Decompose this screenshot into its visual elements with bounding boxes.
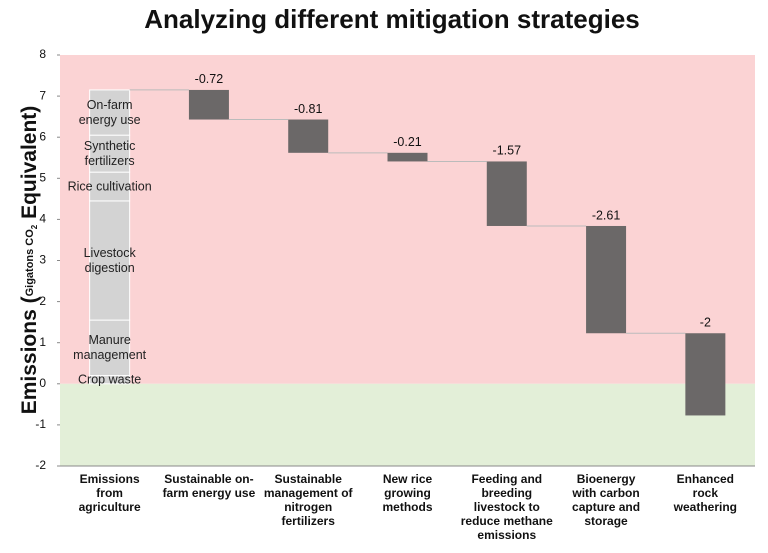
segment-label: Livestock digestion bbox=[83, 245, 136, 275]
y-label-unit: Gigatons CO bbox=[24, 229, 36, 297]
y-tick-label: 6 bbox=[39, 129, 46, 143]
positive-region bbox=[60, 55, 755, 384]
y-tick-label: -1 bbox=[35, 417, 46, 431]
x-tick-label: Bioenergy with carbon capture and storag… bbox=[572, 472, 641, 528]
data-label: -2.61 bbox=[592, 208, 621, 222]
segment-label: Synthetic fertilizers bbox=[83, 138, 136, 168]
total-segment bbox=[89, 89, 131, 136]
y-tick-label: -2 bbox=[35, 458, 46, 472]
data-label: -1.57 bbox=[493, 144, 522, 158]
step-bar bbox=[288, 119, 329, 153]
negative-region bbox=[60, 383, 755, 466]
segment-label: Crop waste bbox=[78, 372, 142, 387]
step-bar bbox=[486, 161, 527, 226]
x-tick-label: Sustainable on- farm energy use bbox=[162, 472, 256, 500]
y-tick-label: 4 bbox=[39, 212, 46, 226]
total-segment bbox=[89, 200, 131, 321]
data-label: -0.72 bbox=[195, 72, 224, 86]
x-tick-label: Feeding and breeding livestock to reduce… bbox=[460, 472, 553, 542]
y-tick-label: 1 bbox=[39, 335, 46, 349]
y-label-main: Emissions ( bbox=[18, 296, 41, 414]
data-label: -0.81 bbox=[294, 102, 323, 116]
segment-label: Rice cultivation bbox=[67, 179, 152, 194]
chart-title: Analyzing different mitigation strategie… bbox=[144, 4, 640, 34]
y-tick-label: 3 bbox=[39, 253, 46, 267]
y-tick-label: 8 bbox=[39, 47, 46, 61]
y-tick-label: 0 bbox=[39, 376, 46, 390]
step-bar bbox=[188, 89, 229, 120]
total-segment bbox=[89, 134, 131, 173]
y-axis-label: Emissions (Gigatons CO2 Equivalent) bbox=[18, 106, 41, 415]
y-label-sub: 2 bbox=[30, 224, 39, 229]
x-tick-label: Sustainable management of nitrogen ferti… bbox=[263, 472, 353, 528]
step-bar bbox=[685, 333, 726, 416]
total-segment bbox=[89, 319, 131, 377]
y-tick-label: 5 bbox=[39, 170, 46, 184]
data-label: -0.21 bbox=[393, 135, 422, 149]
x-tick-label: Emissions from agriculture bbox=[78, 472, 141, 514]
step-bar bbox=[387, 152, 428, 162]
y-label-end: Equivalent) bbox=[18, 106, 41, 225]
total-segment bbox=[89, 171, 131, 202]
y-tick-label: 2 bbox=[39, 294, 46, 308]
segment-label: Manure management bbox=[73, 332, 147, 362]
data-label: -2 bbox=[700, 316, 711, 330]
x-tick-label: Enhanced rock weathering bbox=[673, 472, 738, 514]
x-tick-label: New rice growing methods bbox=[382, 472, 433, 514]
step-bar bbox=[586, 225, 627, 334]
segment-label: On-farm energy use bbox=[78, 97, 141, 127]
y-tick-label: 7 bbox=[39, 88, 46, 102]
